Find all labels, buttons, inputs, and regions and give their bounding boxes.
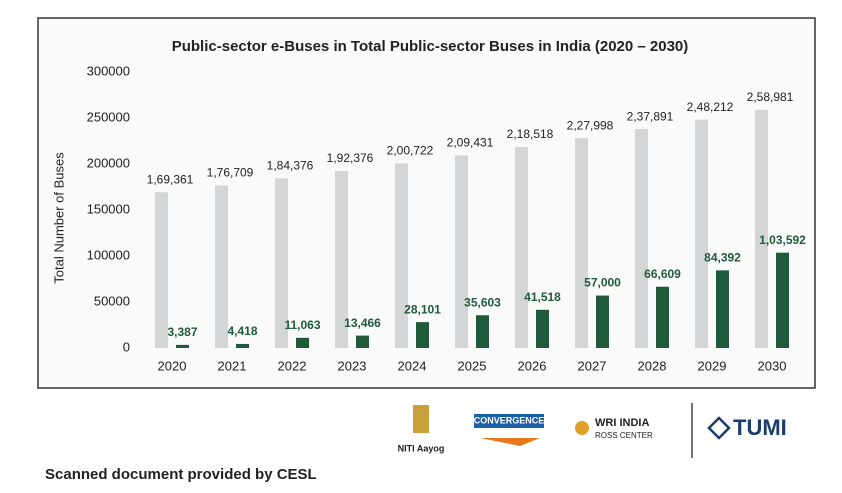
data-label: 2,00,722 bbox=[387, 144, 434, 158]
data-label: 2,37,891 bbox=[627, 109, 674, 123]
data-label: 11,063 bbox=[284, 318, 320, 332]
data-label: 35,603 bbox=[464, 295, 501, 309]
data-label: 2,58,981 bbox=[747, 90, 794, 104]
bar bbox=[515, 146, 528, 348]
data-label: 1,84,376 bbox=[267, 159, 314, 173]
bar bbox=[275, 178, 288, 348]
bar bbox=[176, 344, 189, 348]
data-label: 66,609 bbox=[644, 267, 681, 281]
data-label: 28,101 bbox=[404, 302, 441, 316]
bar bbox=[236, 343, 249, 348]
bar bbox=[395, 163, 408, 348]
bar bbox=[716, 270, 729, 348]
x-tick-label: 2020 bbox=[158, 358, 187, 373]
logo-text: NITI Aayog bbox=[398, 443, 445, 453]
x-tick-label: 2026 bbox=[518, 358, 547, 373]
logo-emblem bbox=[413, 405, 429, 433]
logo-text: TUMI bbox=[733, 415, 787, 440]
logo-mark bbox=[707, 416, 731, 440]
y-tick-label: 50000 bbox=[94, 293, 130, 308]
bar bbox=[416, 322, 429, 348]
data-label: 2,48,212 bbox=[687, 100, 734, 114]
bar bbox=[695, 119, 708, 348]
bar bbox=[215, 185, 228, 348]
bar bbox=[356, 335, 369, 348]
data-label: 1,03,592 bbox=[759, 233, 806, 247]
bar bbox=[776, 252, 789, 348]
x-tick-label: 2021 bbox=[218, 358, 247, 373]
logo-swoosh bbox=[480, 438, 540, 446]
data-label: 2,09,431 bbox=[447, 135, 494, 149]
x-tick-label: 2023 bbox=[338, 358, 367, 373]
y-tick-label: 150000 bbox=[87, 201, 130, 216]
y-tick-label: 250000 bbox=[87, 109, 130, 124]
data-label: 1,69,361 bbox=[147, 172, 194, 186]
x-tick-label: 2025 bbox=[458, 358, 487, 373]
y-axis-label: Total Number of Buses bbox=[51, 152, 66, 284]
x-tick-label: 2024 bbox=[398, 358, 427, 373]
logo-badge bbox=[474, 414, 544, 428]
x-tick-label: 2029 bbox=[698, 358, 727, 373]
chart-title: Public-sector e-Buses in Total Public-se… bbox=[172, 38, 689, 55]
bar bbox=[296, 337, 309, 348]
x-tick-label: 2028 bbox=[638, 358, 667, 373]
data-label: 4,418 bbox=[227, 324, 257, 338]
bar bbox=[596, 295, 609, 348]
data-label: 2,27,998 bbox=[567, 118, 614, 132]
data-label: 2,18,518 bbox=[507, 127, 554, 141]
data-label: 84,392 bbox=[704, 251, 741, 265]
data-label: 41,518 bbox=[524, 290, 561, 304]
x-tick-label: 2027 bbox=[578, 358, 607, 373]
bar bbox=[656, 286, 669, 348]
data-label: 57,000 bbox=[584, 276, 621, 290]
logo-mark bbox=[575, 421, 589, 435]
bar bbox=[635, 129, 648, 348]
y-tick-label: 0 bbox=[123, 339, 130, 354]
bar bbox=[335, 171, 348, 348]
y-tick-label: 300000 bbox=[87, 63, 130, 78]
bar bbox=[755, 109, 768, 348]
y-tick-label: 100000 bbox=[87, 247, 130, 262]
bar bbox=[455, 155, 468, 348]
logo-text: CONVERGENCE bbox=[474, 415, 545, 425]
x-tick-label: 2030 bbox=[758, 358, 787, 373]
bar bbox=[575, 138, 588, 348]
bar bbox=[155, 192, 168, 348]
logo-text: ROSS CENTER bbox=[595, 431, 653, 440]
y-tick-label: 200000 bbox=[87, 155, 130, 170]
x-tick-label: 2022 bbox=[278, 358, 307, 373]
bar bbox=[536, 309, 549, 348]
caption: Scanned document provided by CESL bbox=[45, 466, 317, 483]
data-label: 1,92,376 bbox=[327, 151, 374, 165]
logo-text: WRI INDIA bbox=[595, 417, 649, 429]
data-label: 13,466 bbox=[344, 316, 381, 330]
bar bbox=[476, 315, 489, 348]
data-label: 3,387 bbox=[167, 325, 197, 339]
logos: NITI Aayog CONVERGENCE WRI INDIA ROSS CE… bbox=[398, 403, 787, 458]
data-label: 1,76,709 bbox=[207, 166, 254, 180]
